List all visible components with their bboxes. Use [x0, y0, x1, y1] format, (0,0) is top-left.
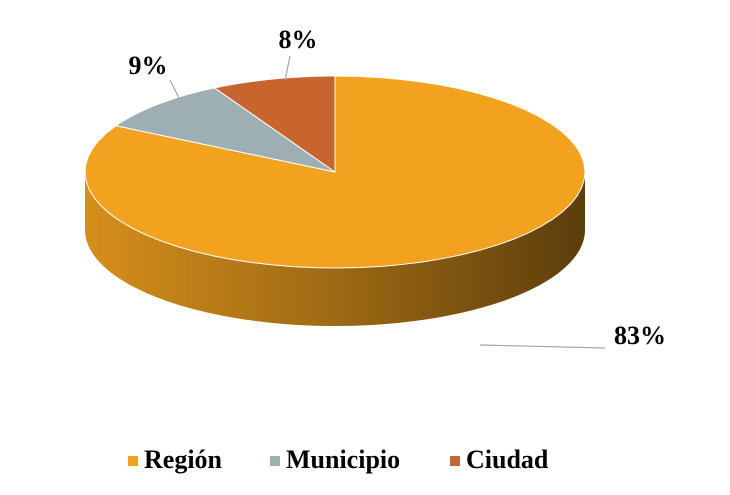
- leader-line: [479, 344, 606, 349]
- data-label: 8%: [279, 25, 318, 54]
- legend-label: Municipio: [286, 445, 400, 474]
- pie-slice: [213, 75, 336, 173]
- legend-marker: [270, 456, 280, 466]
- leader-line: [169, 79, 181, 101]
- legend-label: Región: [144, 445, 223, 474]
- pie-side-shade: [85, 172, 585, 326]
- legend-label: Ciudad: [466, 445, 549, 474]
- pie-slice: [114, 87, 336, 173]
- data-label: 83%: [614, 321, 666, 350]
- legend-marker: [450, 456, 460, 466]
- legend-marker: [128, 456, 138, 466]
- leader-line: [284, 55, 291, 81]
- data-label: 9%: [129, 51, 168, 80]
